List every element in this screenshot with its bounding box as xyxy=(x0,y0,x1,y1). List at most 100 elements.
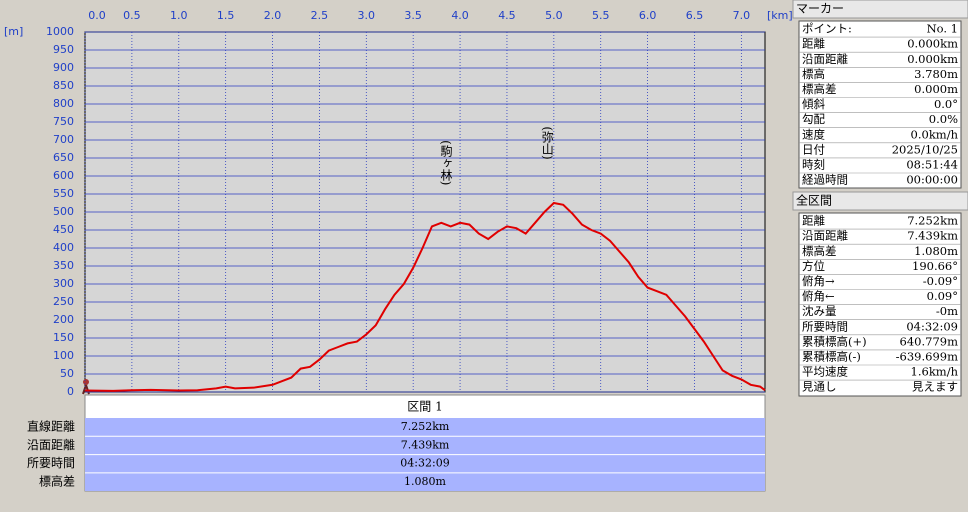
row-value: 7.252km xyxy=(907,214,958,228)
y-tick-label: 600 xyxy=(53,169,74,182)
x-tick-label: 6.0 xyxy=(639,9,657,22)
row-value: 0.0km/h xyxy=(911,127,959,141)
x-tick-label: 7.0 xyxy=(733,9,751,22)
row-label: 累積標高(+) xyxy=(802,334,867,348)
profile-line xyxy=(84,201,766,392)
row-label: 所要時間 xyxy=(802,319,848,333)
row-label: 日付 xyxy=(802,142,825,156)
row-value: 1.080m xyxy=(404,475,446,488)
row-value: 0.000m xyxy=(914,82,958,96)
x-tick-label: 5.0 xyxy=(545,9,563,22)
row-value: 0.000km xyxy=(907,52,958,66)
y-tick-label: 400 xyxy=(53,241,74,254)
row-value: 7.252km xyxy=(401,420,450,433)
y-tick-label: 800 xyxy=(53,97,74,110)
x-tick-label: 2.0 xyxy=(264,9,282,22)
y-tick-label: 450 xyxy=(53,223,74,236)
row-value: 7.439km xyxy=(907,229,958,243)
row-value: -639.699m xyxy=(896,349,958,363)
x-tick-label: 1.0 xyxy=(170,9,188,22)
row-label: 経過時間 xyxy=(802,173,848,187)
y-tick-label: 200 xyxy=(53,313,74,326)
row-value: 見えます xyxy=(912,380,958,394)
row-value: 0.09° xyxy=(927,289,958,303)
row-label: 沿面距離 xyxy=(27,438,75,452)
table-header: 区間 1 xyxy=(407,400,442,414)
y-unit: [m] xyxy=(4,25,23,38)
row-label: 標高差 xyxy=(802,82,837,96)
annotation: (駒ヶ林) xyxy=(439,140,453,185)
row-label: 標高差 xyxy=(802,244,837,258)
row-label: 沿面距離 xyxy=(802,52,848,66)
marker-table xyxy=(798,20,962,189)
row-label: 所要時間 xyxy=(27,456,75,470)
row-label: 標高 xyxy=(802,67,825,81)
x-tick-label: 5.5 xyxy=(592,9,610,22)
panel-title: マーカー xyxy=(796,2,844,16)
y-tick-label: 850 xyxy=(53,79,74,92)
y-tick-label: 150 xyxy=(53,331,74,344)
x-tick-label: 4.0 xyxy=(451,9,469,22)
row-label: 距離 xyxy=(802,214,825,228)
row-label: 時刻 xyxy=(802,157,825,171)
row-value: 0.000km xyxy=(907,37,958,51)
row-value: 640.779m xyxy=(900,334,959,348)
row-label: 沈み量 xyxy=(802,304,837,318)
panel-title-bar xyxy=(792,191,968,211)
row-value: 1.080m xyxy=(914,244,958,258)
row-value: 04:32:09 xyxy=(906,319,958,333)
annotation: (弥山) xyxy=(540,126,554,159)
x-tick-label: 1.5 xyxy=(217,9,235,22)
x-tick-label: 0.0 xyxy=(88,9,106,22)
panel-title-bar xyxy=(792,0,968,19)
y-tick-label: 500 xyxy=(53,205,74,218)
row-label: 距離 xyxy=(802,37,825,51)
y-tick-label: 700 xyxy=(53,133,74,146)
row-value: -0m xyxy=(936,304,958,318)
row-value: 0.0% xyxy=(929,112,958,126)
start-marker xyxy=(82,379,90,395)
x-tick-label: 3.0 xyxy=(358,9,376,22)
row-label: 勾配 xyxy=(802,112,825,126)
y-tick-label: 650 xyxy=(53,151,74,164)
row-value: 00:00:00 xyxy=(906,173,958,187)
row-label: ポイント: xyxy=(802,22,852,36)
panel-title: 全区間 xyxy=(796,193,832,208)
row-value: No. 1 xyxy=(927,22,958,36)
row-label: 傾斜 xyxy=(802,97,825,111)
row-label: 速度 xyxy=(802,127,825,141)
row-label: 累積標高(-) xyxy=(802,349,861,363)
y-tick-label: 950 xyxy=(53,43,74,56)
row-value: -0.09° xyxy=(923,274,958,288)
x-tick-label: 2.5 xyxy=(311,9,329,22)
row-label: 俯角→ xyxy=(802,274,835,288)
x-unit: [km] xyxy=(767,9,793,22)
row-label: 見通し xyxy=(802,380,837,394)
row-label: 平均速度 xyxy=(802,365,848,379)
row-label: 方位 xyxy=(802,259,825,273)
y-tick-label: 250 xyxy=(53,295,74,308)
y-tick-label: 0 xyxy=(67,385,74,398)
row-value: 04:32:09 xyxy=(400,457,449,470)
x-tick-label: 0.5 xyxy=(123,9,141,22)
y-tick-label: 350 xyxy=(53,259,74,272)
y-tick-label: 50 xyxy=(60,367,74,380)
x-tick-label: 3.5 xyxy=(404,9,422,22)
row-value: 2025/10/25 xyxy=(892,142,958,156)
y-tick-label: 1000 xyxy=(46,25,74,38)
x-tick-label: 4.5 xyxy=(498,9,516,22)
row-value: 3.780m xyxy=(914,67,958,81)
y-tick-label: 300 xyxy=(53,277,74,290)
row-value: 0.0° xyxy=(934,97,958,111)
row-value: 7.439km xyxy=(401,438,450,451)
y-tick-label: 550 xyxy=(53,187,74,200)
row-value: 08:51:44 xyxy=(906,157,958,171)
y-tick-label: 750 xyxy=(53,115,74,128)
row-label: 標高差 xyxy=(39,473,75,488)
y-tick-label: 100 xyxy=(53,349,74,362)
row-value: 190.66° xyxy=(912,259,958,273)
row-label: 俯角← xyxy=(802,289,835,303)
row-label: 直線距離 xyxy=(27,419,75,434)
